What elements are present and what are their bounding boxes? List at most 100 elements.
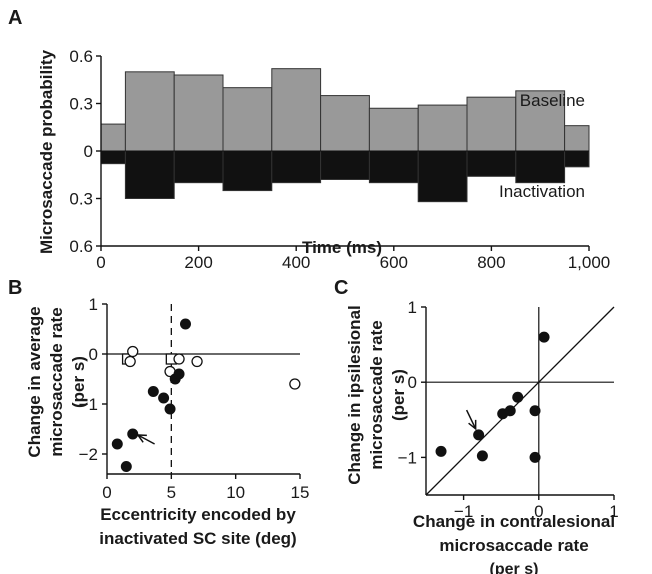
panel-b-filled-point-5 xyxy=(164,403,176,415)
baseline-bar-10 xyxy=(564,125,590,152)
panel-letter-a: A xyxy=(8,7,22,29)
panel-a-chart: 0.60.300.30.60 200 400 600 800 1,000 Baseline… xyxy=(37,47,610,272)
inactivation-bar-1 xyxy=(124,150,175,199)
baseline-bars xyxy=(100,68,590,152)
panel-b-y-label-line-1: Change in average xyxy=(25,306,44,457)
panel-c-filled-point-7 xyxy=(529,451,541,463)
panel-c-y-label-line-3: (per s) xyxy=(389,369,408,421)
panel-b-filled-point-2 xyxy=(127,428,139,440)
baseline-bar-6 xyxy=(368,107,419,152)
baseline-bar-2 xyxy=(173,74,224,152)
panel-b-xtick-label-3: 15 xyxy=(291,483,310,502)
panel-c-axes: 1 0 −1 −1 0 1 xyxy=(398,298,619,521)
panel-a-xtick-label-3: 600 xyxy=(380,253,408,272)
inactivation-bars xyxy=(100,150,590,203)
panel-a-ytick-label-bottom-1: 0.6 xyxy=(69,237,93,256)
panel-a-ytick-label-top-1: 0.3 xyxy=(69,95,93,114)
panel-a-ytick-label-bottom-0: 0.3 xyxy=(69,190,93,209)
panel-b-ytick-label-3: −2 xyxy=(79,445,98,464)
panel-b-points xyxy=(111,318,301,472)
panel-c-y-label-line-1: Change in ipsilesional xyxy=(345,305,364,484)
panel-a-ytick-label-top-2: 0 xyxy=(84,142,93,161)
panel-c-ytick-label-2: −1 xyxy=(398,448,417,467)
panel-a-xtick-label-1: 200 xyxy=(184,253,212,272)
panel-b-axes: 10−1−20 5 10 15 xyxy=(79,295,310,502)
panel-b-y-label-line-2: microsaccade rate xyxy=(47,307,66,456)
panel-c-xtick-label-0: −1 xyxy=(454,502,473,521)
baseline-bar-4 xyxy=(271,68,322,152)
panel-b-xtick-label-2: 10 xyxy=(226,483,245,502)
inactivation-bar-8 xyxy=(466,150,517,177)
baseline-bar-7 xyxy=(417,104,468,152)
panel-b-xtick-label-1: 5 xyxy=(167,483,176,502)
panel-a-xtick-label-2: 400 xyxy=(282,253,310,272)
panel-c-xtick-label-2: 1 xyxy=(609,502,618,521)
baseline-bar-9 xyxy=(515,90,566,152)
panel-c-ytick-label-1: 0 xyxy=(408,373,417,392)
panel-b-y-label-line-3: (per s) xyxy=(69,356,88,408)
panel-c-filled-point-1 xyxy=(473,429,485,441)
panel-b-open-point-1 xyxy=(127,345,139,358)
panel-b-x-label-line-1: Eccentricity encoded by xyxy=(100,505,296,524)
panel-b-filled-point-8 xyxy=(179,318,191,330)
panel-letter-b: B xyxy=(8,277,22,299)
panel-c-x-label-line-2: microsaccade rate xyxy=(439,536,588,555)
series-label-baseline: Baseline xyxy=(520,91,585,110)
panel-a-xtick-label-4: 800 xyxy=(477,253,505,272)
panel-c-filled-point-5 xyxy=(512,391,524,403)
panel-c-filled-point-6 xyxy=(529,405,541,417)
panel-b-open-point-3 xyxy=(173,353,185,365)
baseline-bar-8 xyxy=(466,96,517,152)
panel-a-ytick-label-top-0: 0.6 xyxy=(69,47,93,66)
inactivation-bar-0 xyxy=(100,150,126,165)
panel-b-x-label-line-2: inactivated SC site (deg) xyxy=(99,529,296,548)
panel-c-x-label-line-3: (per s) xyxy=(490,561,539,574)
panel-c-arrow-shaft xyxy=(465,409,477,430)
panel-c-y-label-line-2: microsaccade rate xyxy=(367,320,386,469)
series-label-inactivation: Inactivation xyxy=(499,182,585,201)
panel-b-arrow-shaft xyxy=(137,434,155,445)
panel-c-arrow-head xyxy=(468,419,477,431)
panel-b-xtick-label-0: 0 xyxy=(102,483,111,502)
panel-a-x-axis-label: Time (ms) xyxy=(302,238,382,257)
inactivation-bar-6 xyxy=(368,150,419,184)
panel-b-filled-point-3 xyxy=(147,386,159,397)
panel-c-filled-point-8 xyxy=(538,331,550,343)
panel-b-ytick-label-1: 0 xyxy=(89,345,98,364)
inactivation-bar-4 xyxy=(271,150,322,184)
inactivation-bar-10 xyxy=(564,150,590,168)
panel-c-filled-point-0 xyxy=(435,445,447,457)
panel-b-open-point-5 xyxy=(289,378,301,390)
panel-a-xtick-label-5: 1,000 xyxy=(568,253,611,272)
inactivation-bar-7 xyxy=(417,150,468,203)
panel-a-y-axis-label: Microsaccade probability xyxy=(37,49,56,254)
panel-c-xtick-label-1: 0 xyxy=(534,502,543,521)
panel-b-open-point-0 xyxy=(124,355,136,368)
inactivation-bar-3 xyxy=(222,150,273,192)
baseline-bar-0 xyxy=(100,123,126,152)
baseline-bar-5 xyxy=(320,95,370,152)
panel-c-points xyxy=(435,331,550,463)
panel-c-ytick-label-0: 1 xyxy=(408,298,417,317)
panel-b-open-point-4 xyxy=(191,355,203,368)
panel-letter-c: C xyxy=(334,277,348,299)
panel-b-ytick-label-2: −1 xyxy=(79,395,98,414)
panel-a-axes: 0.60.300.30.60 200 400 600 800 1,000 xyxy=(69,47,610,272)
panel-b-chart: 10−1−20 5 10 15 Change in average microsacc… xyxy=(25,295,309,548)
baseline-bar-3 xyxy=(222,87,273,152)
baseline-bar-1 xyxy=(124,71,175,152)
panel-b-filled-point-4 xyxy=(158,392,170,404)
panel-b-filled-point-7 xyxy=(173,368,185,380)
inactivation-bar-9 xyxy=(515,150,566,184)
panel-c-x-label-line-1: Change in contralesional xyxy=(413,512,615,531)
panel-c-chart: 1 0 −1 −1 0 1 Change in ipsilesional microsac… xyxy=(345,298,619,574)
panel-b-filled-point-0 xyxy=(111,438,123,450)
panel-c-filled-point-4 xyxy=(504,405,516,417)
inactivation-bar-2 xyxy=(173,150,224,184)
inactivation-bar-5 xyxy=(320,150,370,180)
panel-b-filled-point-1 xyxy=(120,461,132,472)
panel-b-ytick-label-0: 1 xyxy=(89,295,98,314)
panel-c-filled-point-2 xyxy=(476,450,488,462)
panel-a-xtick-label-0: 0 xyxy=(96,253,105,272)
